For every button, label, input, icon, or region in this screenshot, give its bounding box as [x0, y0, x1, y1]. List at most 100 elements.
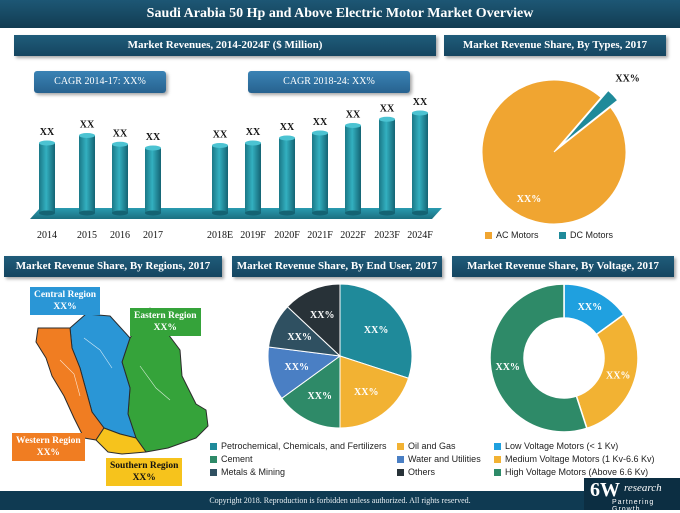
- legend-petrochemical: Petrochemical, Chemicals, and Fertilizer…: [210, 440, 397, 453]
- map-province-line: [83, 337, 113, 369]
- bar-top-2018E: [212, 143, 228, 148]
- types-slice-0: [481, 79, 627, 225]
- legend-others: Others: [397, 467, 435, 477]
- bar-data-label: XX: [380, 103, 395, 114]
- eastern-region-label: Eastern Region XX%: [130, 308, 201, 336]
- bar-base-2014: [39, 210, 55, 216]
- end-user-pie-chart: XX% XX% XX% XX% XX% XX%: [267, 283, 413, 429]
- cement-swatch: [210, 456, 217, 464]
- end-user-data-label: XX%: [354, 387, 378, 398]
- revenues-section-title: Market Revenues, 2014-2024F ($ Million): [14, 35, 436, 56]
- bar-top-2016: [112, 141, 128, 147]
- bar-2020F: [279, 138, 295, 213]
- western-region-label: Western Region XX%: [12, 433, 85, 461]
- bar-data-label: XX: [413, 97, 428, 108]
- bar-data-label: XX: [313, 117, 328, 128]
- others-swatch: [397, 469, 404, 477]
- x-tick-label: 2016: [110, 230, 130, 241]
- bar-2023F: [379, 119, 395, 213]
- end-user-slice-0: [339, 283, 413, 379]
- bar-base-2019F: [245, 210, 261, 216]
- high-voltage-swatch: [494, 469, 501, 477]
- types-data-label: XX%: [615, 73, 639, 84]
- x-tick-label: 2024F: [407, 230, 433, 241]
- legend-medium-voltage: Medium Voltage Motors (1 Kv-6.6 Kv): [494, 453, 674, 466]
- x-tick-label: 2017: [143, 230, 163, 241]
- bar-base-2020F: [279, 210, 295, 216]
- medium-voltage-swatch: [494, 456, 501, 464]
- end-user-slice-1: [339, 355, 410, 429]
- end-user-data-label: XX%: [364, 325, 388, 336]
- low-voltage-swatch: [494, 443, 501, 451]
- legend-cement: Cement: [210, 453, 397, 466]
- page-title: Saudi Arabia 50 Hp and Above Electric Mo…: [0, 0, 680, 28]
- legend-ac-motors: AC Motors: [485, 230, 539, 240]
- end-user-slice-5: [286, 283, 341, 358]
- bar-top-2015: [79, 133, 95, 138]
- bar-top-2017: [145, 145, 161, 151]
- bar-top-2024F: [412, 110, 428, 116]
- legend-low-voltage: Low Voltage Motors (< 1 Kv): [494, 440, 674, 453]
- bar-2016: [112, 144, 128, 213]
- map-province-line: [139, 365, 171, 401]
- bar-data-label: XX: [280, 122, 295, 133]
- map-province-line: [59, 359, 81, 397]
- legend-water-utilities: Water and Utilities: [397, 454, 481, 464]
- bar-base-2015: [79, 210, 95, 216]
- ac-motors-swatch: [485, 232, 492, 240]
- bar-2015: [79, 135, 95, 213]
- bar-data-label: XX: [113, 128, 128, 139]
- legend-dc-motors: DC Motors: [559, 230, 613, 240]
- bar-base-2021F: [312, 210, 328, 216]
- bar-base-2024F: [412, 210, 428, 216]
- voltage-data-label: XX%: [606, 371, 630, 382]
- bar-2014: [39, 143, 55, 213]
- bar-top-2023F: [379, 116, 395, 122]
- end-user-data-label: XX%: [287, 332, 311, 343]
- bar-2017: [145, 148, 161, 213]
- end-user-data-label: XX%: [310, 310, 334, 321]
- copyright-footer: Copyright 2018. Reproduction is forbidde…: [0, 491, 680, 510]
- bar-2024F: [412, 113, 428, 213]
- x-tick-label: 2014: [37, 230, 57, 241]
- voltage-slice-2: [489, 283, 588, 433]
- bar-top-2022F: [345, 123, 361, 128]
- voltage-donut-chart: XX% XX% XX%: [489, 283, 639, 433]
- saudi-regions-map: [35, 307, 209, 455]
- voltage-slice-1: [575, 313, 639, 430]
- x-tick-label: 2022F: [340, 230, 366, 241]
- bar-base-2017: [145, 210, 161, 216]
- legend-oil-gas: Oil and Gas: [397, 441, 456, 451]
- 6w-research-logo: 6W research Partnering Growth: [584, 478, 680, 513]
- x-tick-label: 2021F: [307, 230, 333, 241]
- x-tick-label: 2023F: [374, 230, 400, 241]
- end-user-legend: Petrochemical, Chemicals, and Fertilizer…: [210, 440, 490, 479]
- voltage-legend: Low Voltage Motors (< 1 Kv) Medium Volta…: [494, 440, 674, 479]
- types-data-label: XX%: [517, 194, 541, 205]
- x-tick-label: 2019F: [240, 230, 266, 241]
- x-tick-label: 2018E: [207, 230, 233, 241]
- voltage-data-label: XX%: [495, 362, 519, 373]
- types-slice-1: [560, 89, 619, 146]
- southern-region-label: Southern Region XX%: [106, 458, 183, 486]
- cagr-2014-17-callout: CAGR 2014-17: XX%: [34, 71, 166, 93]
- bar-data-label: XX: [80, 120, 95, 131]
- bar-top-2020F: [279, 135, 295, 141]
- cagr-2018-24-callout: CAGR 2018-24: XX%: [248, 71, 410, 93]
- end-user-slice-2: [281, 355, 341, 429]
- metals-mining-swatch: [210, 469, 217, 477]
- bar-top-2021F: [312, 130, 328, 136]
- bar-2021F: [312, 133, 328, 213]
- bar-top-2014: [39, 140, 55, 146]
- bar-base-2022F: [345, 210, 361, 216]
- water-utilities-swatch: [397, 456, 404, 464]
- legend-metals-mining: Metals & Mining: [210, 466, 397, 479]
- central-region-label: Central Region XX%: [30, 287, 101, 315]
- voltage-data-label: XX%: [578, 302, 602, 313]
- types-legend: AC Motors DC Motors: [485, 230, 613, 240]
- end-user-data-label: XX%: [285, 362, 309, 373]
- end-user-data-label: XX%: [308, 391, 332, 402]
- regions-section-title: Market Revenue Share, By Regions, 2017: [4, 256, 222, 277]
- bar-2019F: [245, 143, 261, 213]
- x-tick-label: 2020F: [274, 230, 300, 241]
